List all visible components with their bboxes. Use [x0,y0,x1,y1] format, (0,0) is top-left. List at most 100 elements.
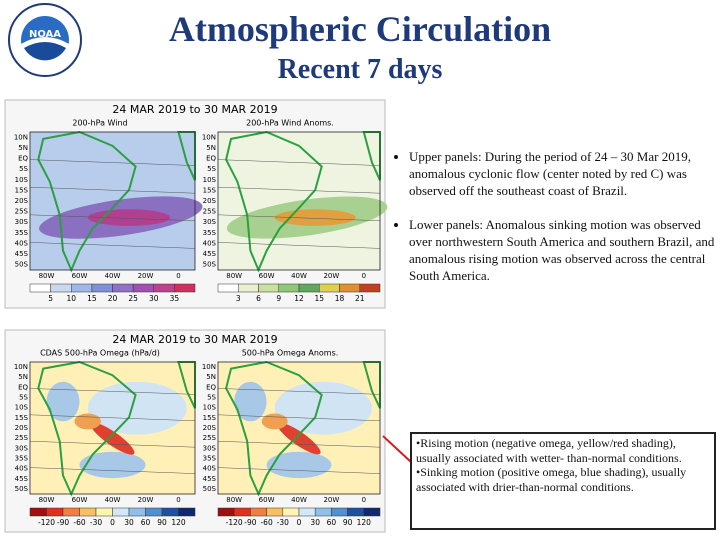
latitude-label: 15S [203,186,217,194]
colorbar-label: 18 [335,294,345,303]
colorbar-label: 120 [357,518,372,527]
shading [46,381,80,422]
latitude-label: 15S [15,186,29,194]
longitude-label: 20W [323,272,339,280]
colorbar-cell [174,283,196,293]
contour [29,242,196,249]
shading [74,413,101,430]
map-frame [217,361,381,495]
latitude-label: 40S [15,239,29,247]
colorbar-cell [29,507,47,517]
colorbar-label: 90 [343,518,353,527]
shading [79,451,146,479]
latitude-label: 45S [203,475,217,483]
contour [29,414,196,422]
colorbar-label: -120 [226,518,243,527]
colorbar-label: 30 [149,294,159,303]
longitude-label: 80W [226,272,242,280]
colorbar-cell [298,507,316,517]
colorbar-label: 25 [128,294,138,303]
latitude-label: 50S [15,261,29,269]
colorbar-cell [112,283,134,293]
colorbar-cell [153,283,175,293]
map [29,360,196,497]
bullet: Upper panels: During the period of 24 – … [409,148,720,199]
colorbar-label: -90 [244,518,256,527]
latitude-label: 35S [203,229,217,237]
latitude-label: 30S [203,444,217,452]
colorbar-cell [363,507,381,517]
map [29,130,203,273]
colorbar-label: 0 [110,518,115,527]
longitude-label: 0 [176,496,180,504]
longitude-label: 20W [323,496,339,504]
contour [217,440,381,448]
latitude-label: 5S [19,394,28,402]
colorbar-cell [250,507,267,517]
latitude-label: 5S [207,394,216,402]
colorbar-label: 0 [297,518,302,527]
contour [217,388,381,395]
longitude-label: 80W [39,272,55,280]
latitude-label: 25S [15,208,29,216]
latitude-label: 15S [203,414,217,422]
contour [29,186,196,194]
contour [29,440,196,448]
contour [217,159,381,166]
map-frame [217,131,381,271]
colorbar-label: -30 [90,518,102,527]
longitude-label: 60W [72,272,88,280]
colorbar-label: 10 [66,294,76,303]
colorbar-cell [112,507,130,517]
latitude-label: 35S [203,454,217,462]
colorbar-cell [95,507,113,517]
continent [37,130,137,273]
colorbar-label: 60 [141,518,151,527]
colorbar-cell [298,283,320,293]
latitude-label: 45S [15,475,29,483]
bullet-list: Upper panels: During the period of 24 – … [395,148,720,301]
latitude-label: 5S [19,165,28,173]
latitude-label: 10S [15,404,29,412]
colorbar-cell [359,283,381,293]
colorbar-label: 21 [355,294,365,303]
colorbar-label: 90 [157,518,167,527]
colorbar-cell [319,283,340,293]
pointer-line [382,435,412,463]
longitude-label: 40W [291,496,307,504]
contour [217,186,381,194]
latitude-label: 10S [15,176,29,184]
colorbar-cell [282,507,300,517]
latitude-label: 5N [18,144,28,152]
colorbar-cell [128,507,146,517]
panel-left-title: CDAS 500-hPa Omega (hPa/d) [40,349,160,358]
latitude-label: 30S [15,218,29,226]
colorbar-label: 12 [294,294,304,303]
colorbar-label: 9 [276,294,281,303]
map [217,360,381,497]
latitude-label: 50S [203,485,217,493]
latitude-label: 20S [203,197,217,205]
latitude-label: 10S [203,404,217,412]
colorbar-label: 6 [256,294,261,303]
colorbar-label: 60 [327,518,337,527]
colorbar-cell [233,507,251,517]
colorbar-cell [278,283,300,293]
map-frame [29,361,196,495]
latitude-label: 20S [15,424,29,432]
latitude-label: 25S [15,434,29,442]
latitude-label: 5N [206,144,216,152]
colorbar-cell [314,507,332,517]
longitude-label: 60W [259,496,275,504]
latitude-label: 10N [202,133,216,141]
colorbar-label: -120 [38,518,55,527]
colorbar-label: 30 [310,518,320,527]
colorbar-cell [258,283,279,293]
latitude-label: 25S [203,434,217,442]
colorbar-label: 120 [171,518,186,527]
colorbar-cell [217,283,239,293]
contour [29,467,196,474]
latitude-label: 10N [14,363,28,371]
panel-date: 24 MAR 2019 to 30 MAR 2019 [112,333,277,346]
